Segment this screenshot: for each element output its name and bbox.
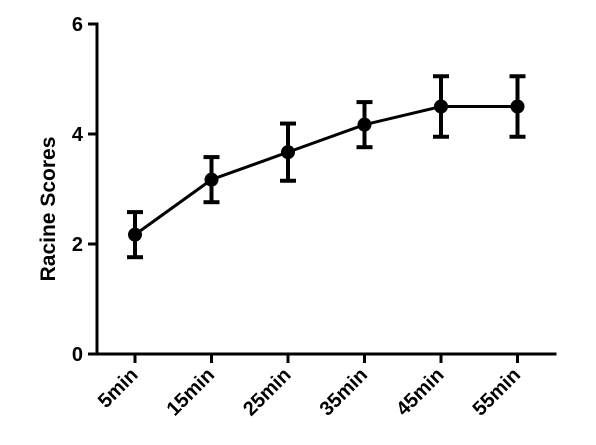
y-tick-label: 2 (72, 234, 83, 256)
y-tick-label: 6 (72, 14, 83, 36)
data-point (357, 117, 372, 132)
axes (95, 22, 557, 356)
y-tick-label: 0 (72, 344, 83, 366)
series-line (134, 105, 518, 236)
x-tick-label: 25min (239, 364, 295, 420)
x-tick-label: 5min (94, 364, 143, 413)
x-tick-label: 45min (392, 364, 448, 420)
y-axis-title: Racine Scores (37, 137, 60, 282)
data-point (434, 99, 448, 114)
data-point (281, 145, 295, 160)
data-point (128, 227, 142, 242)
x-axis-ticks: 5min 15min 25min 35min 45min 55min (94, 354, 525, 420)
x-tick-label: 35min (316, 364, 372, 420)
series-group (127, 74, 526, 260)
x-tick-label: 55min (469, 364, 525, 420)
data-point (510, 99, 525, 114)
x-tick-label: 15min (163, 364, 219, 420)
data-point (204, 172, 219, 187)
y-axis-ticks: 0 2 4 6 (72, 14, 97, 366)
y-tick-label: 4 (72, 124, 84, 146)
